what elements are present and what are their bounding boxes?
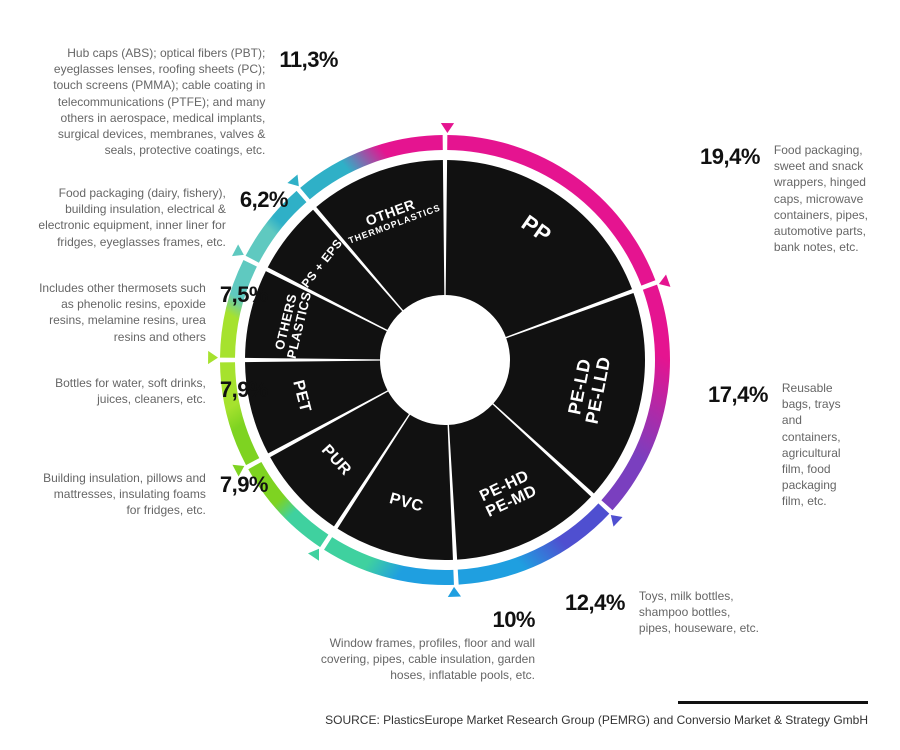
label-pp: 19,4% Food packaging, sweet and snack wra… [700,142,880,255]
tick-other_thermo [287,174,298,186]
label-pvc: 10%Window frames, profiles, floor and wa… [305,605,535,683]
source-text: PlasticsEurope Market Research Group (PE… [383,713,868,727]
pct-pvc: 10% [305,605,535,635]
label-pehd: 12,4% Toys, milk bottles, shampoo bottles… [565,588,765,637]
tick-others_plastics [208,351,218,364]
label-other_thermo: Hub caps (ABS); optical fibers (PBT); ey… [38,45,338,158]
pct-pur: 7,9% [220,470,268,500]
pct-pp: 19,4% [700,142,760,172]
pct-peld: 17,4% [708,380,768,410]
tick-pp [441,123,454,133]
pct-pehd: 12,4% [565,588,625,618]
label-ps_eps: Food packaging (dairy, fishery), buildin… [38,185,288,250]
chart-stage: { "chart": { "type": "pie", "center": { … [0,0,900,750]
desc-ps_eps: Food packaging (dairy, fishery), buildin… [38,185,226,250]
desc-peld: Reusable bags, trays and containers, agr… [782,380,858,510]
desc-pp: Food packaging, sweet and snack wrappers… [774,142,880,255]
desc-pet: Bottles for water, soft drinks, juices, … [38,375,206,407]
desc-pehd: Toys, milk bottles, shampoo bottles, pip… [639,588,765,637]
label-pur: Building insulation, pillows and mattres… [38,470,268,519]
pct-other_thermo: 11,3% [279,45,338,75]
source-divider [678,701,868,704]
pct-others_plastics: 7,5% [220,280,268,310]
label-peld: 17,4% Reusable bags, trays and containers… [708,380,858,510]
tick-pehd [611,515,623,527]
label-others_plastics: Includes other thermosets such as phenol… [38,280,268,345]
label-pet: Bottles for water, soft drinks, juices, … [38,375,268,407]
pct-ps_eps: 6,2% [240,185,288,215]
tick-pvc [448,587,461,597]
tick-peld [659,274,671,286]
source-prefix: SOURCE: [325,713,380,727]
tick-pur [308,549,319,561]
desc-other_thermo: Hub caps (ABS); optical fibers (PBT); ey… [38,45,265,158]
desc-pur: Building insulation, pillows and mattres… [38,470,206,519]
desc-others_plastics: Includes other thermosets such as phenol… [38,280,206,345]
desc-pvc: Window frames, profiles, floor and wall … [321,636,535,682]
pct-pet: 7,9% [220,375,268,405]
center-hole [381,296,509,424]
source-attribution: SOURCE: PlasticsEurope Market Research G… [325,701,868,728]
